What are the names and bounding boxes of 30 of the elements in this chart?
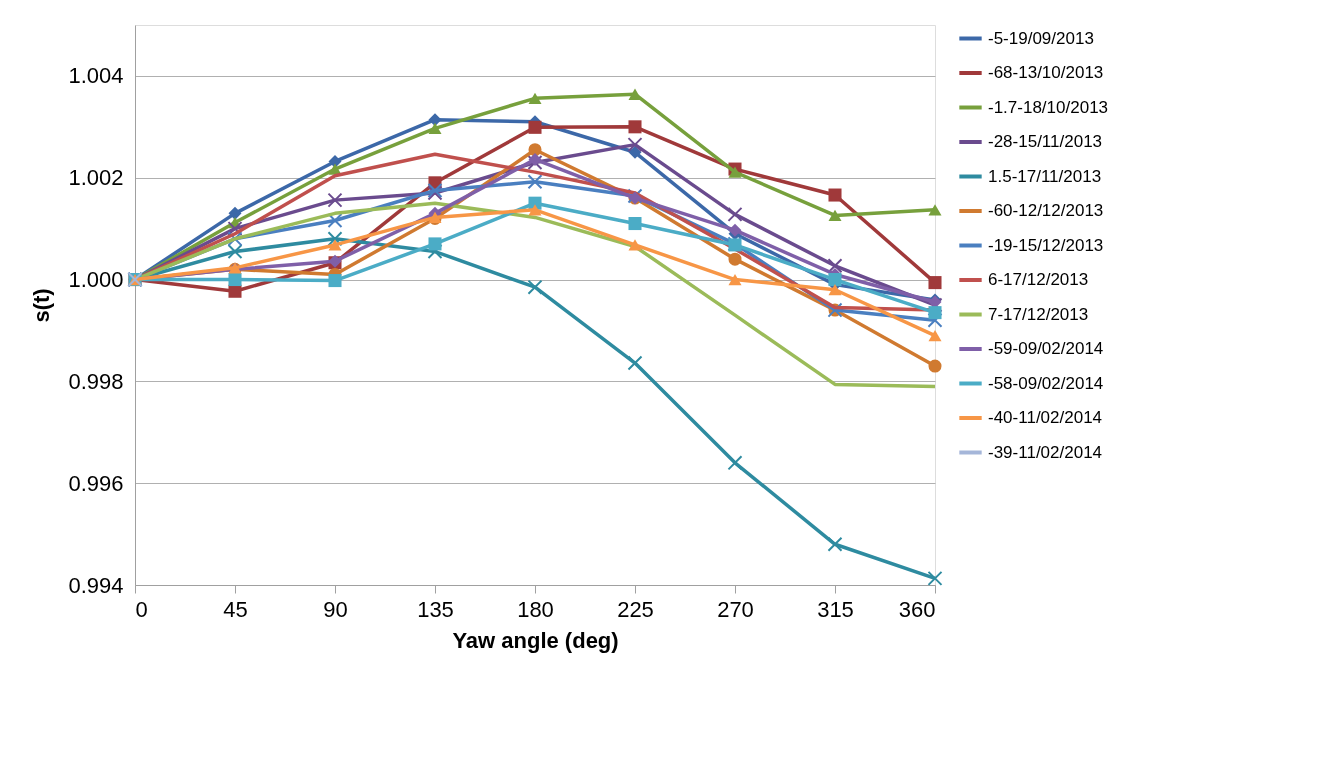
y-tick-label: 0.996	[68, 470, 124, 496]
x-tick-label: 315	[817, 596, 854, 622]
x-tick-label: 360	[898, 596, 936, 622]
x-tick-label: 225	[617, 596, 654, 622]
legend-label: 7-17/12/2013	[988, 304, 1089, 324]
legend-label: -68-13/10/2013	[988, 63, 1104, 82]
y-tick-label: 1.000	[68, 267, 124, 293]
legend-label: -1.7-18/10/2013	[988, 97, 1109, 117]
legend-label: -60-12/12/2013	[988, 201, 1104, 220]
y-tick-label: 1.004	[68, 63, 124, 89]
x-tick-label: 270	[717, 596, 754, 622]
legend-label: -19-15/12/2013	[988, 235, 1104, 255]
x-tick-label: 0	[135, 596, 148, 622]
y-tick-label: 0.998	[68, 368, 124, 394]
y-tick-label: 0.994	[68, 572, 124, 598]
legend-label: 1.5-17/11/2013	[988, 166, 1102, 186]
y-axis-title: s(t)	[29, 288, 55, 323]
x-tick-label: 90	[323, 596, 348, 622]
legend-label: -39-11/02/2014	[988, 442, 1103, 462]
legend-label: -28-15/11/2013	[988, 132, 1103, 151]
legend-label: -59-09/02/2014	[988, 339, 1104, 358]
x-axis-title: Yaw angle (deg)	[452, 627, 619, 653]
x-tick-label: 135	[417, 596, 454, 622]
x-tick-label: 180	[517, 596, 554, 622]
legend-label: -58-09/02/2014	[988, 373, 1104, 393]
legend-label: -40-11/02/2014	[988, 408, 1103, 427]
x-tick-label: 45	[223, 596, 248, 622]
y-tick-label: 1.002	[68, 165, 124, 191]
legend-label: -5-19/09/2013	[988, 28, 1094, 48]
legend-label: 6-17/12/2013	[988, 270, 1089, 289]
